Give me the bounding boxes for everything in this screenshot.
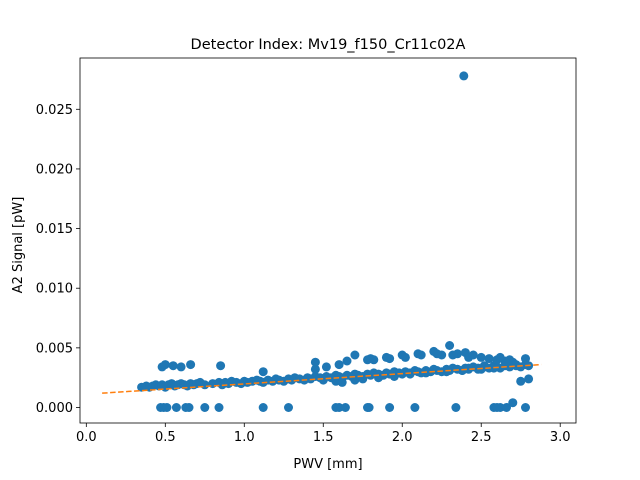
y-tick-label: 0.015: [36, 222, 73, 237]
data-point: [389, 372, 399, 381]
data-point: [521, 403, 530, 412]
data-point: [168, 361, 178, 371]
y-tick-label: 0.020: [36, 162, 73, 177]
data-point: [442, 367, 451, 377]
data-point: [184, 403, 194, 412]
data-point: [385, 403, 395, 412]
data-point: [521, 354, 530, 364]
data-point: [176, 362, 186, 372]
data-point: [200, 403, 210, 412]
data-point: [464, 363, 474, 373]
data-point: [385, 354, 395, 364]
y-axis: 0.000 0.005 0.010 0.015 0.020 0.025: [36, 103, 80, 416]
data-point: [492, 403, 502, 412]
data-point: [160, 360, 170, 370]
data-point: [340, 403, 350, 412]
x-axis-label: PWV [mm]: [293, 457, 362, 472]
y-tick-label: 0.000: [36, 401, 73, 416]
data-point: [511, 360, 521, 370]
x-tick-label: 2.0: [392, 430, 413, 445]
y-tick-label: 0.025: [36, 103, 73, 118]
data-point: [334, 403, 344, 412]
data-point: [186, 360, 196, 370]
data-point: [421, 368, 431, 378]
data-point: [502, 358, 511, 368]
data-point: [432, 349, 442, 359]
data-point: [342, 356, 352, 366]
x-tick-label: 3.0: [550, 430, 571, 445]
data-point: [162, 403, 172, 412]
data-point: [258, 403, 268, 412]
data-point: [502, 403, 511, 412]
data-point: [516, 376, 526, 386]
x-tick-label: 1.5: [313, 430, 334, 445]
data-point: [405, 369, 415, 379]
data-point: [216, 361, 226, 371]
data-point: [284, 403, 293, 412]
data-point: [459, 71, 469, 81]
x-axis: 0.0 0.5 1.0 1.5 2.0 2.5 3.0: [76, 423, 571, 445]
data-point: [410, 403, 420, 412]
data-point: [318, 375, 328, 385]
data-point: [369, 355, 379, 365]
y-tick-label: 0.010: [36, 282, 73, 297]
data-point: [524, 374, 534, 384]
data-point: [310, 364, 320, 374]
data-point: [337, 377, 347, 387]
data-point: [400, 352, 410, 362]
data-point: [416, 350, 426, 360]
data-point: [310, 357, 320, 367]
y-tick-label: 0.005: [36, 341, 73, 356]
data-point: [364, 403, 374, 412]
data-point: [334, 360, 344, 370]
data-point: [476, 352, 486, 362]
axes-frame: [79, 57, 577, 424]
data-point: [200, 380, 210, 390]
fit-line: [102, 363, 542, 394]
data-point: [258, 367, 268, 377]
data-point: [451, 403, 461, 412]
x-tick-label: 0.0: [76, 430, 97, 445]
x-tick-label: 0.5: [155, 430, 176, 445]
y-axis-label: A2 Signal [pW]: [11, 197, 26, 294]
data-point: [468, 350, 478, 360]
x-tick-label: 1.0: [234, 430, 255, 445]
data-point: [171, 403, 181, 412]
plot-area: [79, 57, 577, 424]
data-point: [484, 354, 494, 364]
x-tick-label: 2.5: [471, 430, 492, 445]
data-point: [350, 375, 360, 385]
chart-title: Detector Index: Mv19_f150_Cr11c02A: [191, 37, 466, 53]
data-point: [495, 352, 505, 362]
data-point: [350, 350, 360, 360]
data-point: [321, 362, 331, 372]
data-point: [445, 341, 455, 350]
data-point: [448, 350, 458, 360]
data-point: [508, 398, 518, 408]
data-point: [214, 403, 224, 412]
